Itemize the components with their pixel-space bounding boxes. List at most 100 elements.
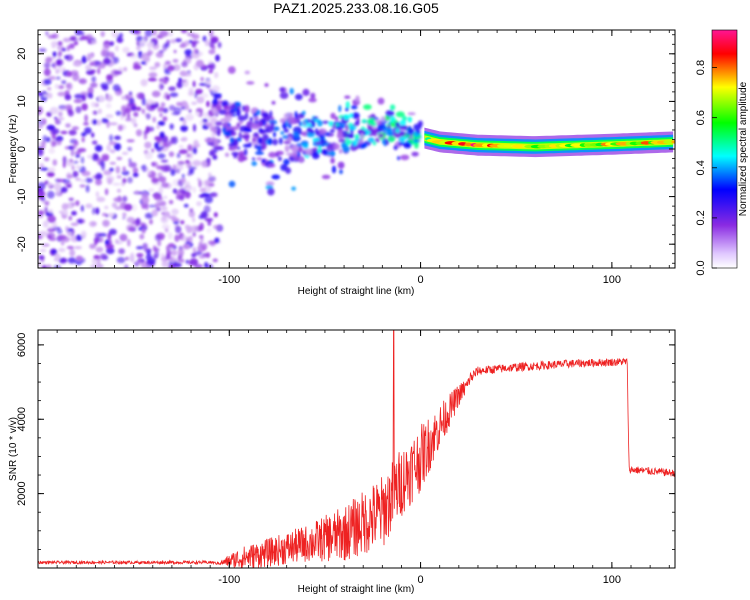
spectrogram-transition-blob xyxy=(283,128,289,133)
spectrogram-transition-blob xyxy=(345,107,349,112)
spectrogram-transition-blob xyxy=(298,121,302,127)
spectrogram-noise-blob xyxy=(208,49,216,55)
spectrogram-noise-blob xyxy=(197,51,203,57)
spectrogram-transition-blob xyxy=(313,147,318,151)
spectrogram-transition-blob xyxy=(242,143,252,148)
spectrogram-transition-blob xyxy=(279,91,289,99)
spectrogram-noise-blob xyxy=(136,253,144,258)
spectrogram-noise-blob xyxy=(212,37,218,44)
spectrogram-noise-blob xyxy=(192,186,196,194)
spectrogram-noise-blob xyxy=(78,218,83,224)
spectrogram-transition-blob xyxy=(212,107,217,115)
spectrogram-noise-blob xyxy=(44,206,48,214)
spectrogram-noise-blob xyxy=(206,100,210,108)
spectrogram-noise-blob xyxy=(196,144,201,148)
x-tick-label: -100 xyxy=(218,574,240,586)
spectrogram-transition-blob xyxy=(355,95,360,103)
spectrogram-noise-blob xyxy=(107,51,114,58)
spectrogram-noise-blob xyxy=(64,93,72,101)
spectrogram-noise-blob xyxy=(128,97,135,105)
spectrogram-noise-blob xyxy=(46,171,55,177)
spectrogram-transition-blob xyxy=(367,117,376,126)
spectrogram-noise-blob xyxy=(47,215,56,223)
spectrogram-noise-blob xyxy=(162,107,169,114)
spectrogram-transition-blob xyxy=(214,143,219,147)
spectrogram-noise-blob xyxy=(116,156,123,161)
spectrogram-noise-blob xyxy=(96,196,106,203)
spectrogram-noise-blob xyxy=(162,141,168,147)
spectrogram-noise-blob xyxy=(97,67,101,75)
spectrogram-transition-blob xyxy=(229,109,236,114)
spectrogram-noise-blob xyxy=(191,101,198,106)
spectrogram-noise-blob xyxy=(62,209,69,216)
spectrogram-noise-blob xyxy=(90,101,97,108)
spectrogram-transition-blob xyxy=(218,109,227,115)
spectrogram-transition-blob xyxy=(225,152,229,157)
spectrogram-noise-blob xyxy=(142,242,148,250)
spectrogram-noise-blob xyxy=(84,114,89,122)
spectrogram-noise-blob xyxy=(157,106,162,113)
spectrogram-noise-blob xyxy=(55,69,59,74)
spectrogram-noise-blob xyxy=(95,246,104,253)
spectrogram-noise-blob xyxy=(120,112,124,121)
spectrogram-noise-blob xyxy=(108,228,117,236)
spectrogram-noise-blob xyxy=(89,264,99,268)
spectrogram-noise-blob xyxy=(213,212,218,218)
spectrogram-noise-blob xyxy=(111,30,119,38)
spectrogram-noise-blob xyxy=(191,33,200,40)
spectrogram-transition-blob xyxy=(390,104,396,111)
spectrogram-noise-blob xyxy=(196,96,205,104)
spectrogram-noise-blob xyxy=(45,56,53,64)
spectrogram-noise-blob xyxy=(205,122,213,127)
spectrogram-transition-blob xyxy=(402,115,407,122)
spectrogram-noise-blob xyxy=(68,215,73,221)
spectrogram-transition-blob xyxy=(328,121,334,127)
spectrogram-noise-blob xyxy=(66,45,70,52)
spectrogram-noise-blob xyxy=(167,65,176,72)
spectrogram-noise-blob xyxy=(106,74,114,81)
spectrogram-noise-blob xyxy=(91,258,99,265)
spectrogram-transition-blob xyxy=(343,114,350,120)
spectrogram-transition-blob xyxy=(337,161,345,169)
spectrogram-noise-blob xyxy=(57,234,67,240)
spectrogram-noise-blob xyxy=(109,122,118,126)
spectrogram-noise-blob xyxy=(116,188,122,193)
spectrogram-noise-blob xyxy=(115,241,123,245)
spectrogram-noise-blob xyxy=(162,78,168,85)
spectrogram-noise-blob xyxy=(57,41,63,46)
spectrogram-noise-blob xyxy=(42,135,48,143)
spectrogram-transition-blob xyxy=(292,131,300,138)
spectrogram-noise-blob xyxy=(101,154,110,161)
spectrogram-noise-blob xyxy=(60,241,65,246)
spectrogram-noise-blob xyxy=(126,139,135,143)
spectrogram-transition-blob xyxy=(296,113,305,119)
spectrogram-noise-blob xyxy=(153,254,157,260)
spectrogram-noise-blob xyxy=(84,177,93,183)
spectrogram-noise-blob xyxy=(127,146,133,152)
spectrogram-noise-blob xyxy=(171,218,180,222)
y-tick-label: -20 xyxy=(16,236,28,252)
spectrogram-transition-blob xyxy=(251,161,257,167)
spectrogram-noise-blob xyxy=(66,71,73,77)
spectrogram-noise-blob xyxy=(208,30,214,38)
spectrogram-noise-blob xyxy=(119,233,128,242)
spectrogram-transition-blob xyxy=(290,144,299,152)
spectrogram-noise-blob xyxy=(67,257,76,264)
spectrogram-noise-blob xyxy=(42,264,47,268)
spectrogram-noise-blob xyxy=(61,203,69,211)
spectrogram-noise-blob xyxy=(147,171,152,175)
spectrogram-noise-blob xyxy=(198,241,203,248)
spectrogram-noise-blob xyxy=(169,92,179,98)
spectrogram-noise-blob xyxy=(121,95,126,100)
spectrogram-noise-blob xyxy=(160,164,170,172)
spectrogram-noise-blob xyxy=(179,79,187,83)
spectrogram-noise-blob xyxy=(145,113,151,120)
spectrogram-transition-blob xyxy=(275,150,284,156)
spectrogram-noise-blob xyxy=(148,204,157,208)
spectrogram-transition-blob xyxy=(318,145,322,154)
spectrogram-transition-blob xyxy=(367,126,372,131)
spectrogram-transition-blob xyxy=(267,137,273,146)
spectrogram-noise-blob xyxy=(66,228,74,232)
spectrogram-noise-blob xyxy=(160,159,169,163)
spectrogram-noise-blob xyxy=(205,83,211,89)
